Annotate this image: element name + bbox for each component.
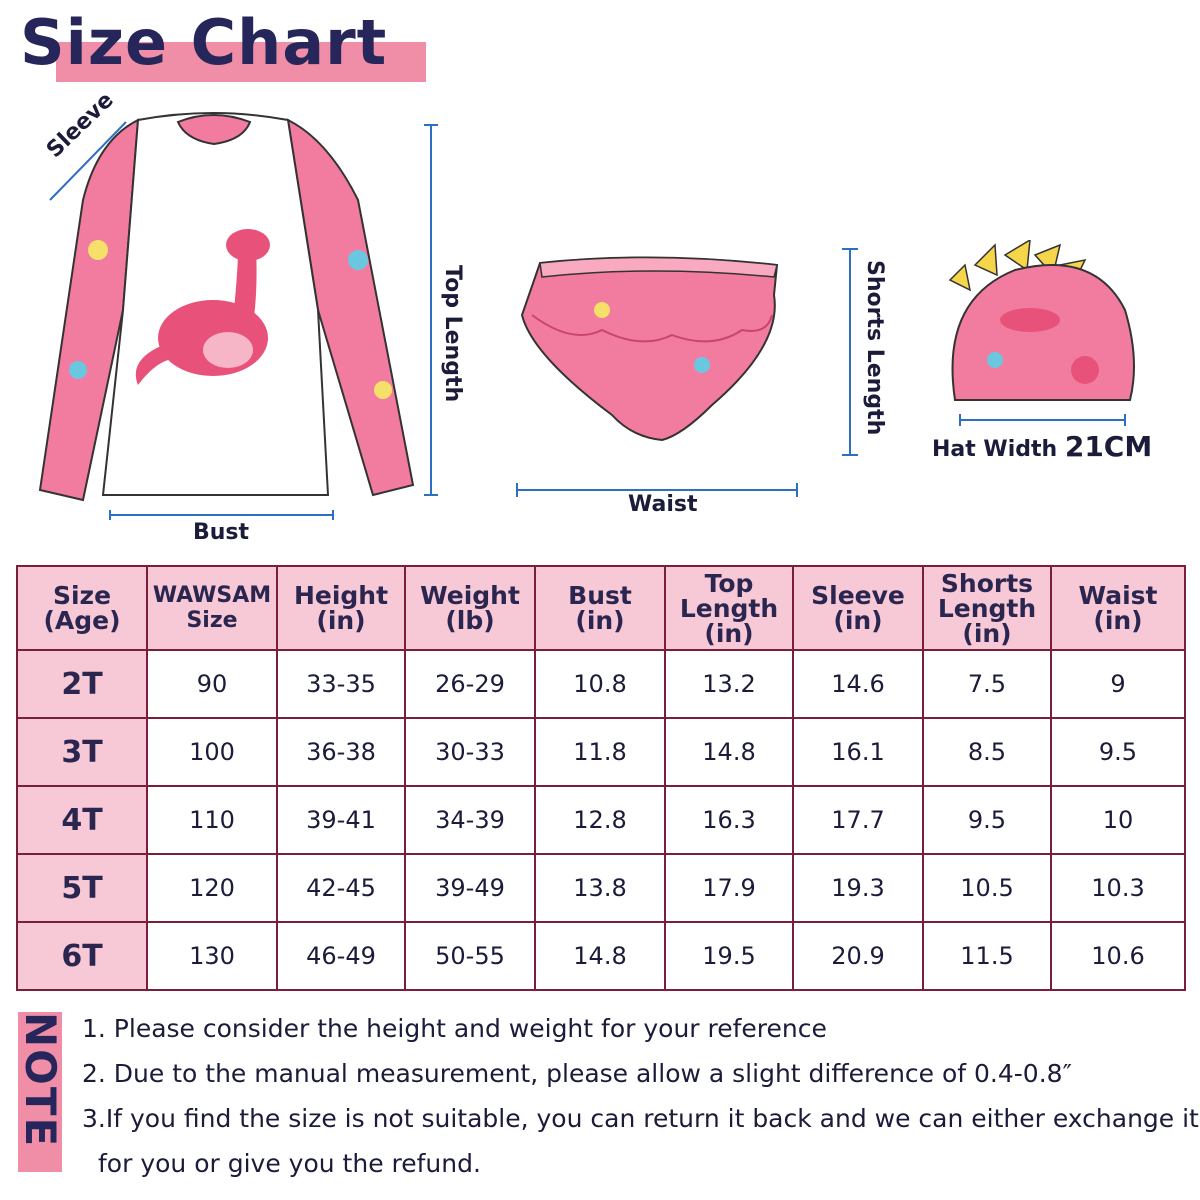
table-cell: 33-35 <box>276 649 406 719</box>
table-cell: 19.3 <box>792 853 924 923</box>
table-header-row: Size (Age) WAWSAM Size Height (in) Weigh… <box>16 565 1186 651</box>
header-height: Height (in) <box>276 565 406 651</box>
table-cell: 9 <box>1050 649 1186 719</box>
table-cell: 11.8 <box>534 717 666 787</box>
label-bust: Bust <box>193 520 250 545</box>
table-cell: 12.8 <box>534 785 666 855</box>
page-title: Size Chart <box>20 6 388 79</box>
table-cell: 130 <box>146 921 278 991</box>
table-cell: 26-29 <box>404 649 536 719</box>
table-cell: 9.5 <box>922 785 1052 855</box>
table-cell: 17.7 <box>792 785 924 855</box>
table-cell: 10.8 <box>534 649 666 719</box>
table-cell: 42-45 <box>276 853 406 923</box>
size-table: Size (Age) WAWSAM Size Height (in) Weigh… <box>16 565 1186 991</box>
table-cell: 9.5 <box>1050 717 1186 787</box>
table-cell: 8.5 <box>922 717 1052 787</box>
table-cell: 16.3 <box>664 785 794 855</box>
table-cell: 20.9 <box>792 921 924 991</box>
table-cell: 13.2 <box>664 649 794 719</box>
table-cell: 10.6 <box>1050 921 1186 991</box>
hat-width-label: Hat Width 21CM <box>932 430 1152 463</box>
note-accent-bar <box>18 1012 62 1172</box>
header-weight: Weight (lb) <box>404 565 536 651</box>
table-cell: 39-41 <box>276 785 406 855</box>
header-waist: Waist (in) <box>1050 565 1186 651</box>
hat-width-text: Hat Width <box>932 437 1058 462</box>
table-cell: 14.8 <box>534 921 666 991</box>
table-row: 5T 120 42-45 39-49 13.8 17.9 19.3 10.5 1… <box>16 853 1186 923</box>
table-cell: 16.1 <box>792 717 924 787</box>
table-cell: 14.6 <box>792 649 924 719</box>
table-row: 2T 90 33-35 26-29 10.8 13.2 14.6 7.5 9 <box>16 649 1186 719</box>
table-cell: 39-49 <box>404 853 536 923</box>
label-shorts-length: Shorts Length <box>862 260 887 436</box>
table-cell: 14.8 <box>664 717 794 787</box>
table-cell: 10.5 <box>922 853 1052 923</box>
table-cell: 10.3 <box>1050 853 1186 923</box>
table-cell: 50-55 <box>404 921 536 991</box>
label-top-length: Top Length <box>440 265 465 403</box>
table-cell: 17.9 <box>664 853 794 923</box>
table-cell: 46-49 <box>276 921 406 991</box>
note-line-1: 1. Please consider the height and weight… <box>82 1014 827 1043</box>
title-block: Size Chart <box>16 6 426 86</box>
table-cell: 6T <box>16 921 148 991</box>
table-cell: 34-39 <box>404 785 536 855</box>
table-cell: 2T <box>16 649 148 719</box>
table-cell: 10 <box>1050 785 1186 855</box>
header-shorts-length: Shorts Length (in) <box>922 565 1052 651</box>
note-line-4: for you or give you the refund. <box>98 1149 481 1178</box>
table-row: 4T 110 39-41 34-39 12.8 16.3 17.7 9.5 10 <box>16 785 1186 855</box>
header-size-age: Size (Age) <box>16 565 148 651</box>
table-cell: 5T <box>16 853 148 923</box>
shorts-length-arrow <box>842 248 858 456</box>
table-cell: 11.5 <box>922 921 1052 991</box>
table-row: 3T 100 36-38 30-33 11.8 14.8 16.1 8.5 9.… <box>16 717 1186 787</box>
table-cell: 7.5 <box>922 649 1052 719</box>
table-cell: 30-33 <box>404 717 536 787</box>
hat-width-value: 21CM <box>1064 430 1153 463</box>
note-line-2: 2. Due to the manual measurement, please… <box>82 1059 1072 1088</box>
table-cell: 110 <box>146 785 278 855</box>
header-wawsam-size: WAWSAM Size <box>146 565 278 651</box>
label-waist: Waist <box>628 492 698 517</box>
table-cell: 36-38 <box>276 717 406 787</box>
table-cell: 13.8 <box>534 853 666 923</box>
table-cell: 4T <box>16 785 148 855</box>
header-top-length: Top Length (in) <box>664 565 794 651</box>
table-cell: 120 <box>146 853 278 923</box>
swim-bottom-illustration <box>516 256 798 497</box>
table-cell: 100 <box>146 717 278 787</box>
rash-guard-illustration <box>38 112 438 520</box>
table-row: 6T 130 46-49 50-55 14.8 19.5 20.9 11.5 1… <box>16 921 1186 991</box>
header-bust: Bust (in) <box>534 565 666 651</box>
swim-cap-illustration <box>948 240 1135 426</box>
header-sleeve: Sleeve (in) <box>792 565 924 651</box>
note-heading: NOTE <box>16 1012 65 1149</box>
table-cell: 90 <box>146 649 278 719</box>
note-line-3: 3.If you find the size is not suitable, … <box>82 1104 1199 1133</box>
title-underline-bar <box>56 42 426 82</box>
table-cell: 3T <box>16 717 148 787</box>
table-cell: 19.5 <box>664 921 794 991</box>
